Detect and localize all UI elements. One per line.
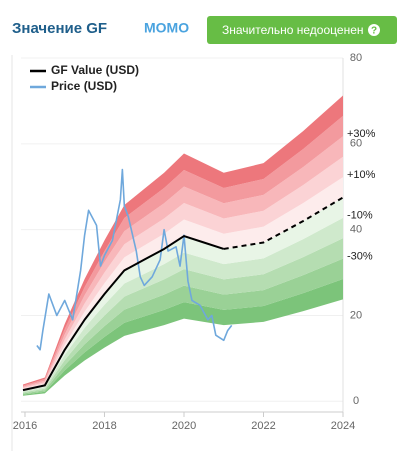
band-label: +10% [347, 169, 376, 181]
valuation-band [22, 238, 344, 394]
band-label: -30% [347, 251, 373, 263]
legend-label: GF Value (USD) [51, 63, 139, 77]
valuation-band [22, 177, 344, 391]
legend-box [24, 62, 148, 96]
help-icon[interactable] [368, 24, 380, 36]
valuation-band [22, 278, 344, 396]
valuation-band [22, 156, 344, 390]
series-line [223, 196, 344, 250]
valuation-band [22, 95, 344, 386]
y-tick-label: 80 [350, 52, 362, 64]
y-tick-label: 60 [350, 138, 362, 150]
chart-title: Значение GF [12, 20, 107, 37]
x-tick-label: 2024 [331, 420, 355, 432]
x-tick-label: 2016 [13, 420, 37, 432]
y-tick-label: 40 [350, 224, 362, 236]
y-tick-label: 0 [353, 395, 359, 407]
valuation-text: Значительно недооценен [222, 23, 364, 37]
valuation-band [22, 136, 344, 388]
series-line [36, 168, 233, 351]
help-icon-text: ? [371, 26, 377, 37]
legend-label: Price (USD) [51, 79, 117, 93]
x-tick-label: 2020 [172, 420, 196, 432]
x-tick-label: 2018 [92, 420, 116, 432]
band-label: -10% [347, 210, 373, 222]
y-tick-label: 20 [350, 309, 362, 321]
plot: 0 20 40 60 80 2016 2018 2020 2022 2024 +30% +10% -10… [13, 52, 376, 432]
valuation-band [22, 197, 344, 392]
valuation-band [22, 115, 344, 387]
valuation-button[interactable] [207, 16, 397, 44]
valuation-band [22, 217, 344, 393]
valuation-band [22, 258, 344, 395]
ticker: MOMO [144, 20, 189, 36]
series-line [22, 235, 225, 392]
x-tick-label: 2022 [251, 420, 275, 432]
band-label: +30% [347, 128, 376, 140]
